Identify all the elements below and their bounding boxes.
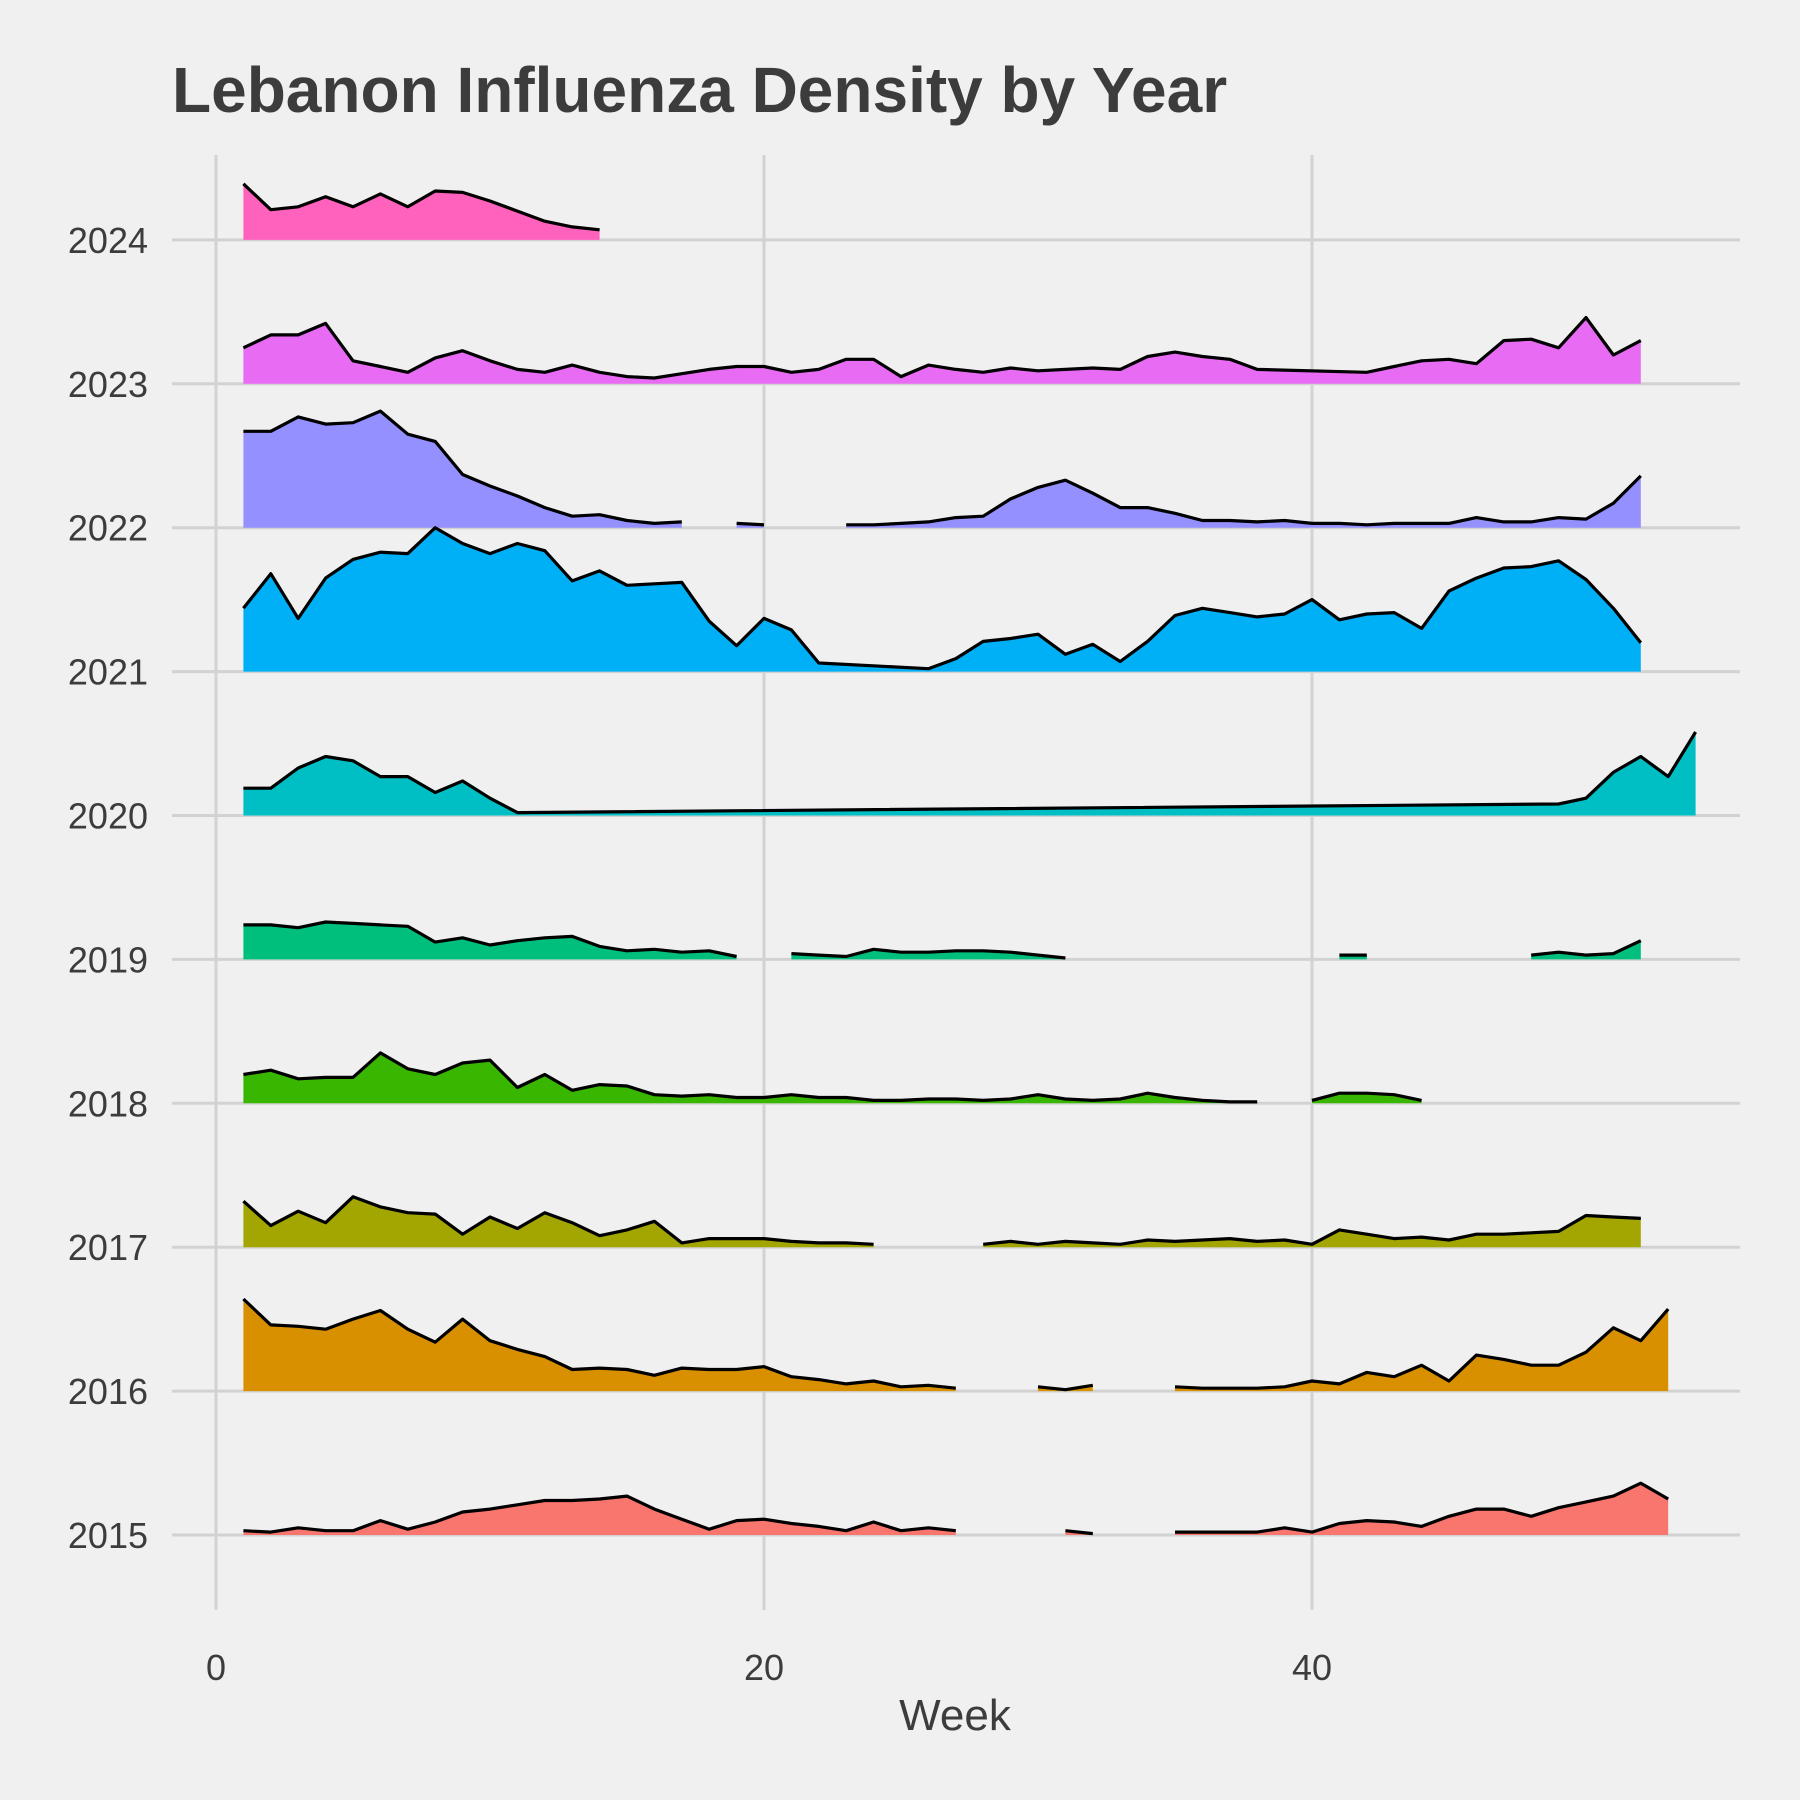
line-2016 — [1174, 1308, 1670, 1390]
area-2019 — [243, 922, 737, 960]
series-2023 — [242, 316, 1642, 384]
area-2015 — [243, 1496, 956, 1535]
y-tick-label-2019: 2019 — [68, 939, 148, 980]
line-2019 — [791, 947, 1066, 960]
line-2016 — [1037, 1383, 1094, 1392]
series-2020 — [243, 731, 1697, 816]
y-tick-label-2016: 2016 — [68, 1371, 148, 1412]
x-tick-label: 20 — [744, 1647, 784, 1688]
series-2024 — [242, 182, 600, 240]
area-2017 — [983, 1215, 1641, 1248]
y-tick-label-2018: 2018 — [68, 1083, 148, 1124]
x-axis-title: Week — [899, 1691, 1012, 1740]
line-2020 — [243, 731, 1697, 815]
line-2015 — [1065, 1529, 1093, 1536]
line-2022 — [846, 474, 1642, 527]
line-2019 — [243, 920, 737, 959]
line-2015 — [1175, 1481, 1669, 1534]
line-2015 — [243, 1494, 956, 1534]
line-2019 — [1531, 939, 1642, 957]
series-2016 — [242, 1297, 1670, 1392]
y-tick-label-2023: 2023 — [68, 364, 148, 405]
area-2018 — [243, 1052, 1258, 1104]
line-2017 — [242, 1195, 874, 1246]
area-2022 — [243, 411, 682, 528]
series-2019 — [243, 920, 1642, 960]
y-tick-labels: 2015 2016 2017 2018 2019 2020 2021 2022 2023 2024 — [68, 220, 148, 1556]
area-2022 — [846, 475, 1641, 528]
series-2017 — [242, 1195, 1641, 1248]
y-tick-label-2015: 2015 — [68, 1515, 148, 1556]
series-2018 — [243, 1051, 1422, 1104]
area-2016 — [1175, 1309, 1669, 1392]
x-tick-labels: 0 20 40 — [206, 1647, 1332, 1688]
x-tick-label: 40 — [1292, 1647, 1332, 1688]
line-2017 — [983, 1213, 1641, 1246]
line-2024 — [242, 182, 600, 232]
series-2021 — [242, 526, 1643, 672]
chart-title: Lebanon Influenza Density by Year — [172, 54, 1227, 126]
line-2022 — [736, 521, 765, 527]
line-2016 — [242, 1297, 956, 1390]
y-tick-label-2017: 2017 — [68, 1227, 148, 1268]
line-2022 — [243, 409, 682, 525]
area-2023 — [243, 317, 1641, 384]
area-2017 — [243, 1196, 874, 1248]
series-2022 — [243, 409, 1642, 528]
area-2024 — [243, 183, 600, 240]
area-2020 — [243, 732, 1696, 816]
y-tick-label-2024: 2024 — [68, 220, 148, 261]
area-2016 — [243, 1299, 956, 1392]
line-2021 — [242, 526, 1643, 671]
series-layer — [242, 182, 1697, 1536]
area-2015 — [1175, 1483, 1669, 1535]
y-tick-label-2022: 2022 — [68, 508, 148, 549]
area-2021 — [243, 527, 1641, 672]
series-2015 — [243, 1481, 1669, 1536]
line-2023 — [242, 316, 1642, 380]
y-tick-label-2021: 2021 — [68, 652, 148, 693]
x-tick-label: 0 — [206, 1647, 226, 1688]
line-2018 — [243, 1051, 1258, 1104]
y-tick-label-2020: 2020 — [68, 796, 148, 837]
line-2018 — [1311, 1091, 1422, 1102]
